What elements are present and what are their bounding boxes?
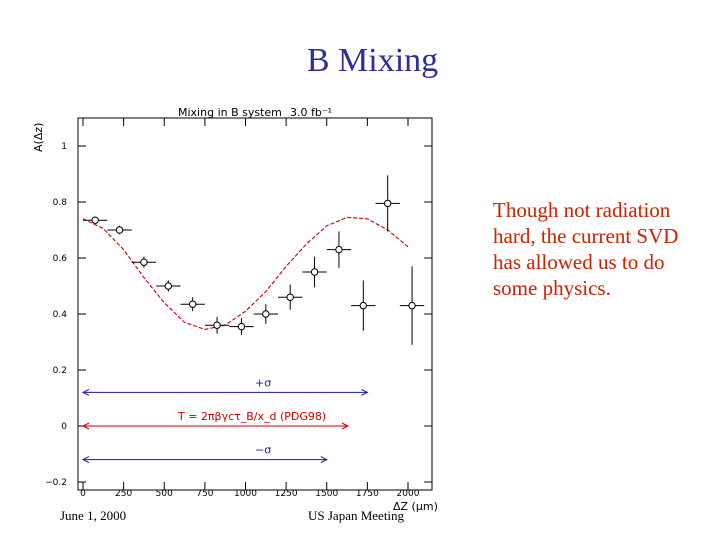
annotation-arrowhead-left [81, 422, 90, 430]
data-point [262, 310, 270, 318]
x-tick-label: 1500 [315, 489, 338, 499]
annotation-label: T = 2πβγcτ_B/x_d (PDG98) [177, 410, 326, 423]
annotation-arrowhead-right [320, 456, 328, 464]
data-point [383, 199, 392, 208]
x-tick-label: 1750 [356, 489, 379, 499]
annotation-label: +σ [255, 376, 271, 389]
y-tick-label: 0.6 [53, 254, 68, 264]
slide-title: B Mixing [306, 42, 439, 79]
data-point [408, 301, 416, 310]
y-tick-label: 0.4 [53, 310, 68, 320]
data-point [188, 300, 197, 308]
data-point [164, 282, 173, 290]
data-point [91, 216, 99, 224]
data-point [359, 301, 368, 310]
annotation-arrowhead-right [341, 422, 349, 430]
chart-title: Mixing in B system [178, 106, 282, 119]
x-axis-label: ΔZ (μm) [393, 500, 438, 513]
footer-meeting: US Japan Meeting [308, 508, 405, 523]
data-point [335, 245, 343, 254]
footer-date: June 1, 2000 [60, 508, 127, 523]
x-tick-label: 2000 [397, 489, 420, 499]
y-tick-label: 0.8 [53, 198, 68, 208]
annotation-arrowhead-left [81, 388, 90, 396]
data-point [213, 321, 221, 329]
data-point [237, 322, 246, 331]
x-tick-label: 500 [156, 489, 173, 499]
fit-curve [82, 216, 409, 330]
chart-subtitle: 3.0 fb⁻¹ [290, 106, 332, 119]
y-tick-label: 0 [61, 422, 67, 432]
annotation-arrowhead-right [361, 388, 369, 396]
plot-frame [77, 117, 433, 491]
data-point [286, 293, 294, 301]
side-note: Though not radiation hard, the current S… [493, 198, 679, 300]
y-tick-label: −0.2 [45, 478, 67, 488]
y-tick-label: 0.2 [53, 366, 67, 376]
y-tick-label: 1 [61, 142, 67, 152]
y-axis-label: A(Δz) [32, 123, 45, 152]
x-tick-label: 0 [80, 489, 86, 499]
data-point [115, 226, 124, 234]
data-point [140, 258, 148, 266]
x-tick-label: 1250 [275, 489, 298, 499]
annotation-label: −σ [255, 444, 271, 457]
data-point [310, 268, 319, 276]
x-tick-label: 1000 [234, 489, 257, 499]
annotation-arrowhead-left [81, 456, 90, 464]
x-tick-label: 250 [115, 489, 132, 499]
x-tick-label: 750 [196, 489, 213, 499]
